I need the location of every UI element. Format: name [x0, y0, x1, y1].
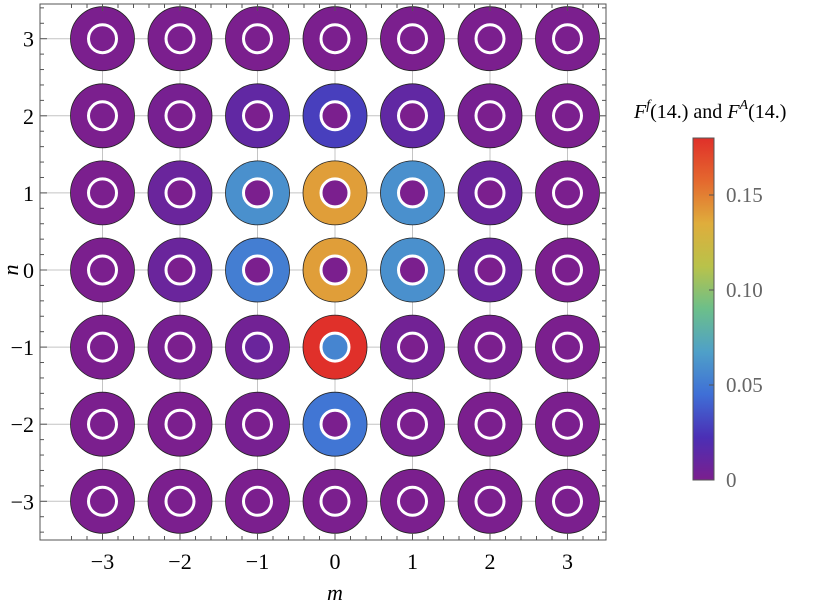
y-tick-label: 1: [23, 181, 34, 206]
point-inner-disk: [319, 23, 351, 55]
point-inner-disk: [164, 408, 196, 440]
point-inner-disk: [164, 177, 196, 209]
point-inner-disk: [242, 100, 273, 132]
colorbar-tick-label: 0: [726, 468, 737, 492]
point-inner-disk: [242, 177, 273, 209]
point-inner-disk: [397, 23, 428, 55]
colorbar-gradient: [692, 137, 715, 481]
point-inner-disk: [319, 331, 351, 363]
y-tick-label: 0: [23, 258, 34, 283]
point-inner-disk: [474, 408, 506, 440]
axes: −3 −2 −1 0 1 2 3 −3 −2 −1 0 1 2 3 m n: [0, 4, 606, 605]
point-inner-disk: [87, 23, 118, 55]
point-inner-disk: [319, 408, 351, 440]
point-inner-disk: [397, 331, 428, 363]
point-inner-disk: [397, 485, 428, 517]
point-inner-disk: [242, 485, 273, 517]
point-inner-disk: [164, 100, 196, 132]
point-inner-disk: [397, 408, 428, 440]
colorbar: 0 0.05 0.10 0.15 Ff(14.) and FA(14.): [633, 98, 786, 492]
point-inner-disk: [164, 331, 196, 363]
point-inner-disk: [164, 254, 196, 286]
y-tick-label: −3: [11, 489, 34, 514]
point-inner-disk: [474, 331, 506, 363]
y-tick-label: 3: [23, 27, 34, 52]
point-inner-disk: [319, 254, 351, 286]
point-inner-disk: [552, 408, 583, 440]
point-inner-disk: [474, 100, 506, 132]
x-tick-label: −3: [91, 549, 114, 574]
y-axis-label: n: [0, 265, 23, 276]
point-inner-disk: [242, 408, 273, 440]
x-tick-label: 1: [407, 549, 418, 574]
x-tick-label: 3: [562, 549, 573, 574]
y-tick-label: 2: [23, 104, 34, 129]
y-tick-label: −2: [11, 412, 34, 437]
x-tick-label: −2: [168, 549, 191, 574]
point-inner-disk: [397, 177, 428, 209]
point-inner-disk: [242, 331, 273, 363]
colorbar-title: Ff(14.) and FA(14.): [633, 98, 786, 123]
x-tick-label: −1: [246, 549, 269, 574]
point-inner-disk: [474, 177, 506, 209]
point-inner-disk: [397, 100, 428, 132]
point-inner-disk: [87, 254, 118, 286]
point-inner-disk: [242, 254, 273, 286]
point-inner-disk: [164, 23, 196, 55]
plot-area: [39, 3, 607, 541]
point-inner-disk: [552, 23, 583, 55]
point-inner-disk: [552, 100, 583, 132]
point-inner-disk: [164, 485, 196, 517]
point-inner-disk: [397, 254, 428, 286]
point-inner-disk: [319, 177, 351, 209]
point-inner-disk: [87, 331, 118, 363]
point-inner-disk: [87, 485, 118, 517]
colorbar-tick-label: 0.15: [726, 183, 763, 207]
point-inner-disk: [474, 254, 506, 286]
point-inner-disk: [552, 254, 583, 286]
x-tick-label: 2: [485, 549, 496, 574]
point-inner-disk: [552, 177, 583, 209]
colorbar-tick-label: 0.10: [726, 278, 763, 302]
x-tick-label: 0: [330, 549, 341, 574]
point-inner-disk: [474, 485, 506, 517]
y-tick-label: −1: [11, 335, 34, 360]
colorbar-tick-label: 0.05: [726, 373, 763, 397]
point-inner-disk: [242, 23, 273, 55]
point-inner-disk: [87, 100, 118, 132]
point-inner-disk: [87, 177, 118, 209]
point-inner-disk: [552, 331, 583, 363]
point-inner-disk: [474, 23, 506, 55]
x-axis-label: m: [327, 580, 343, 605]
point-inner-disk: [87, 408, 118, 440]
point-inner-disk: [319, 100, 351, 132]
point-inner-disk: [319, 485, 351, 517]
point-inner-disk: [552, 485, 583, 517]
